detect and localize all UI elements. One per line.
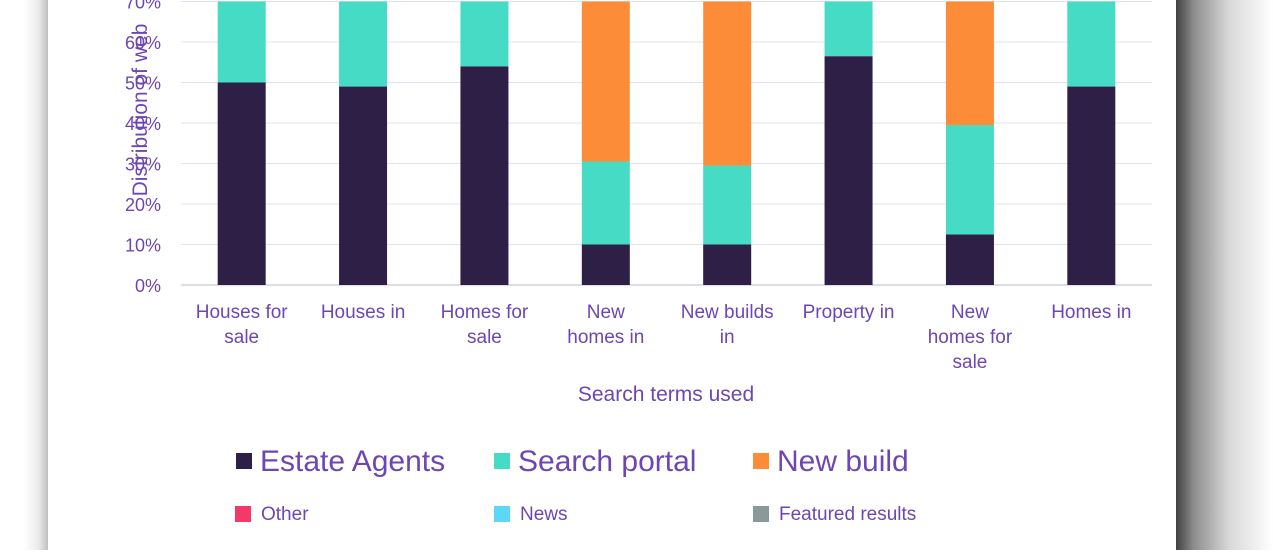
- new-build-bar-segment: [945, 1, 994, 126]
- x-tick-label-line: Property in: [803, 302, 895, 323]
- x-tick-label-line: New builds: [681, 302, 774, 323]
- y-tick-label: 30%: [125, 155, 161, 175]
- legend-label: New build: [777, 445, 909, 478]
- estate-agents-bar-segment: [1067, 86, 1116, 285]
- estate-agents-bar-segment: [460, 66, 509, 285]
- y-tick-label: 70%: [125, 0, 161, 13]
- x-tick-label: New homes for sale: [928, 302, 1013, 373]
- legend: Estate Agents Search portal New build Other…: [235, 445, 916, 525]
- y-tick-label: 0%: [135, 276, 161, 296]
- legend-swatch: [753, 506, 769, 522]
- x-tick-labels: Houses for sale Houses in Homes for sale New h…: [196, 302, 1132, 373]
- estate-agents-bar-segment: [824, 56, 873, 285]
- x-axis-label: Search terms used: [578, 383, 754, 406]
- x-tick-label-line: in: [720, 327, 735, 348]
- legend-swatch: [494, 506, 510, 522]
- legend-swatch: [753, 453, 769, 469]
- gridlines: [181, 1, 1152, 286]
- search-portal-bar-segment: [945, 125, 994, 235]
- x-tick-label-line: sale: [953, 352, 988, 373]
- x-tick-label: Homes in: [1051, 302, 1131, 323]
- y-tick-labels: 0% 10% 20% 30% 40% 50% 60% 70%: [125, 0, 161, 296]
- search-portal-bar-segment: [1067, 1, 1116, 87]
- new-build-bar-segment: [703, 1, 752, 166]
- x-tick-label-line: Houses for: [196, 302, 289, 323]
- x-tick-label-line: sale: [467, 327, 502, 348]
- x-tick-label-line: Homes in: [1051, 302, 1131, 323]
- legend-label: Search portal: [518, 445, 696, 478]
- chart-card: 0% 10% 20% 30% 40% 50% 60% 70% Houses for sale Ho…: [48, 0, 1176, 550]
- estate-agents-bar-segment: [581, 244, 630, 285]
- search-portal-bar-segment: [703, 165, 752, 245]
- estate-agents-bar-segment: [217, 82, 266, 285]
- x-tick-label: Homes for sale: [441, 302, 529, 348]
- y-tick-label: 50%: [125, 74, 161, 94]
- card-shadow-right: [1176, 0, 1273, 550]
- search-portal-bar-segment: [217, 1, 266, 83]
- search-portal-bar-segment: [824, 1, 873, 57]
- legend-swatch: [494, 453, 510, 469]
- x-tick-label-line: New: [951, 302, 989, 323]
- estate-agents-bar-segment: [945, 234, 994, 285]
- bars: [217, 1, 1116, 285]
- y-tick-label: 20%: [125, 195, 161, 215]
- y-axis-label: Distribution of web: [129, 24, 152, 197]
- x-tick-label-line: Houses in: [321, 302, 406, 323]
- x-tick-label: Property in: [803, 302, 895, 323]
- y-tick-label: 10%: [125, 236, 161, 256]
- x-tick-label-line: homes for: [928, 327, 1013, 348]
- x-tick-label-line: homes in: [567, 327, 644, 348]
- x-tick-label-line: sale: [224, 327, 259, 348]
- legend-label: Featured results: [779, 504, 916, 525]
- stacked-bar-chart: 0%10%20%30%40%50%60%70% Houses for saleHo…: [125, 0, 1152, 525]
- card-shadow-left: [24, 0, 48, 550]
- new-build-bar-segment: [581, 1, 630, 162]
- search-portal-bar-segment: [581, 161, 630, 245]
- legend-swatch: [235, 506, 251, 522]
- x-tick-label: Houses for sale: [196, 302, 289, 348]
- search-portal-bar-segment: [339, 1, 388, 87]
- y-tick-label: 60%: [125, 33, 161, 53]
- x-tick-label: New builds in: [681, 302, 774, 348]
- legend-label: Other: [261, 504, 309, 525]
- x-tick-label: New homes in: [567, 302, 644, 348]
- legend-label: Estate Agents: [260, 445, 445, 478]
- y-tick-label: 40%: [125, 114, 161, 134]
- estate-agents-bar-segment: [703, 244, 752, 285]
- x-tick-label: Houses in: [321, 302, 406, 323]
- x-tick-label-line: Homes for: [441, 302, 529, 323]
- x-tick-label-line: New: [587, 302, 625, 323]
- search-portal-bar-segment: [460, 1, 509, 67]
- legend-swatch: [236, 453, 252, 469]
- legend-label: News: [520, 504, 568, 525]
- estate-agents-bar-segment: [339, 86, 388, 285]
